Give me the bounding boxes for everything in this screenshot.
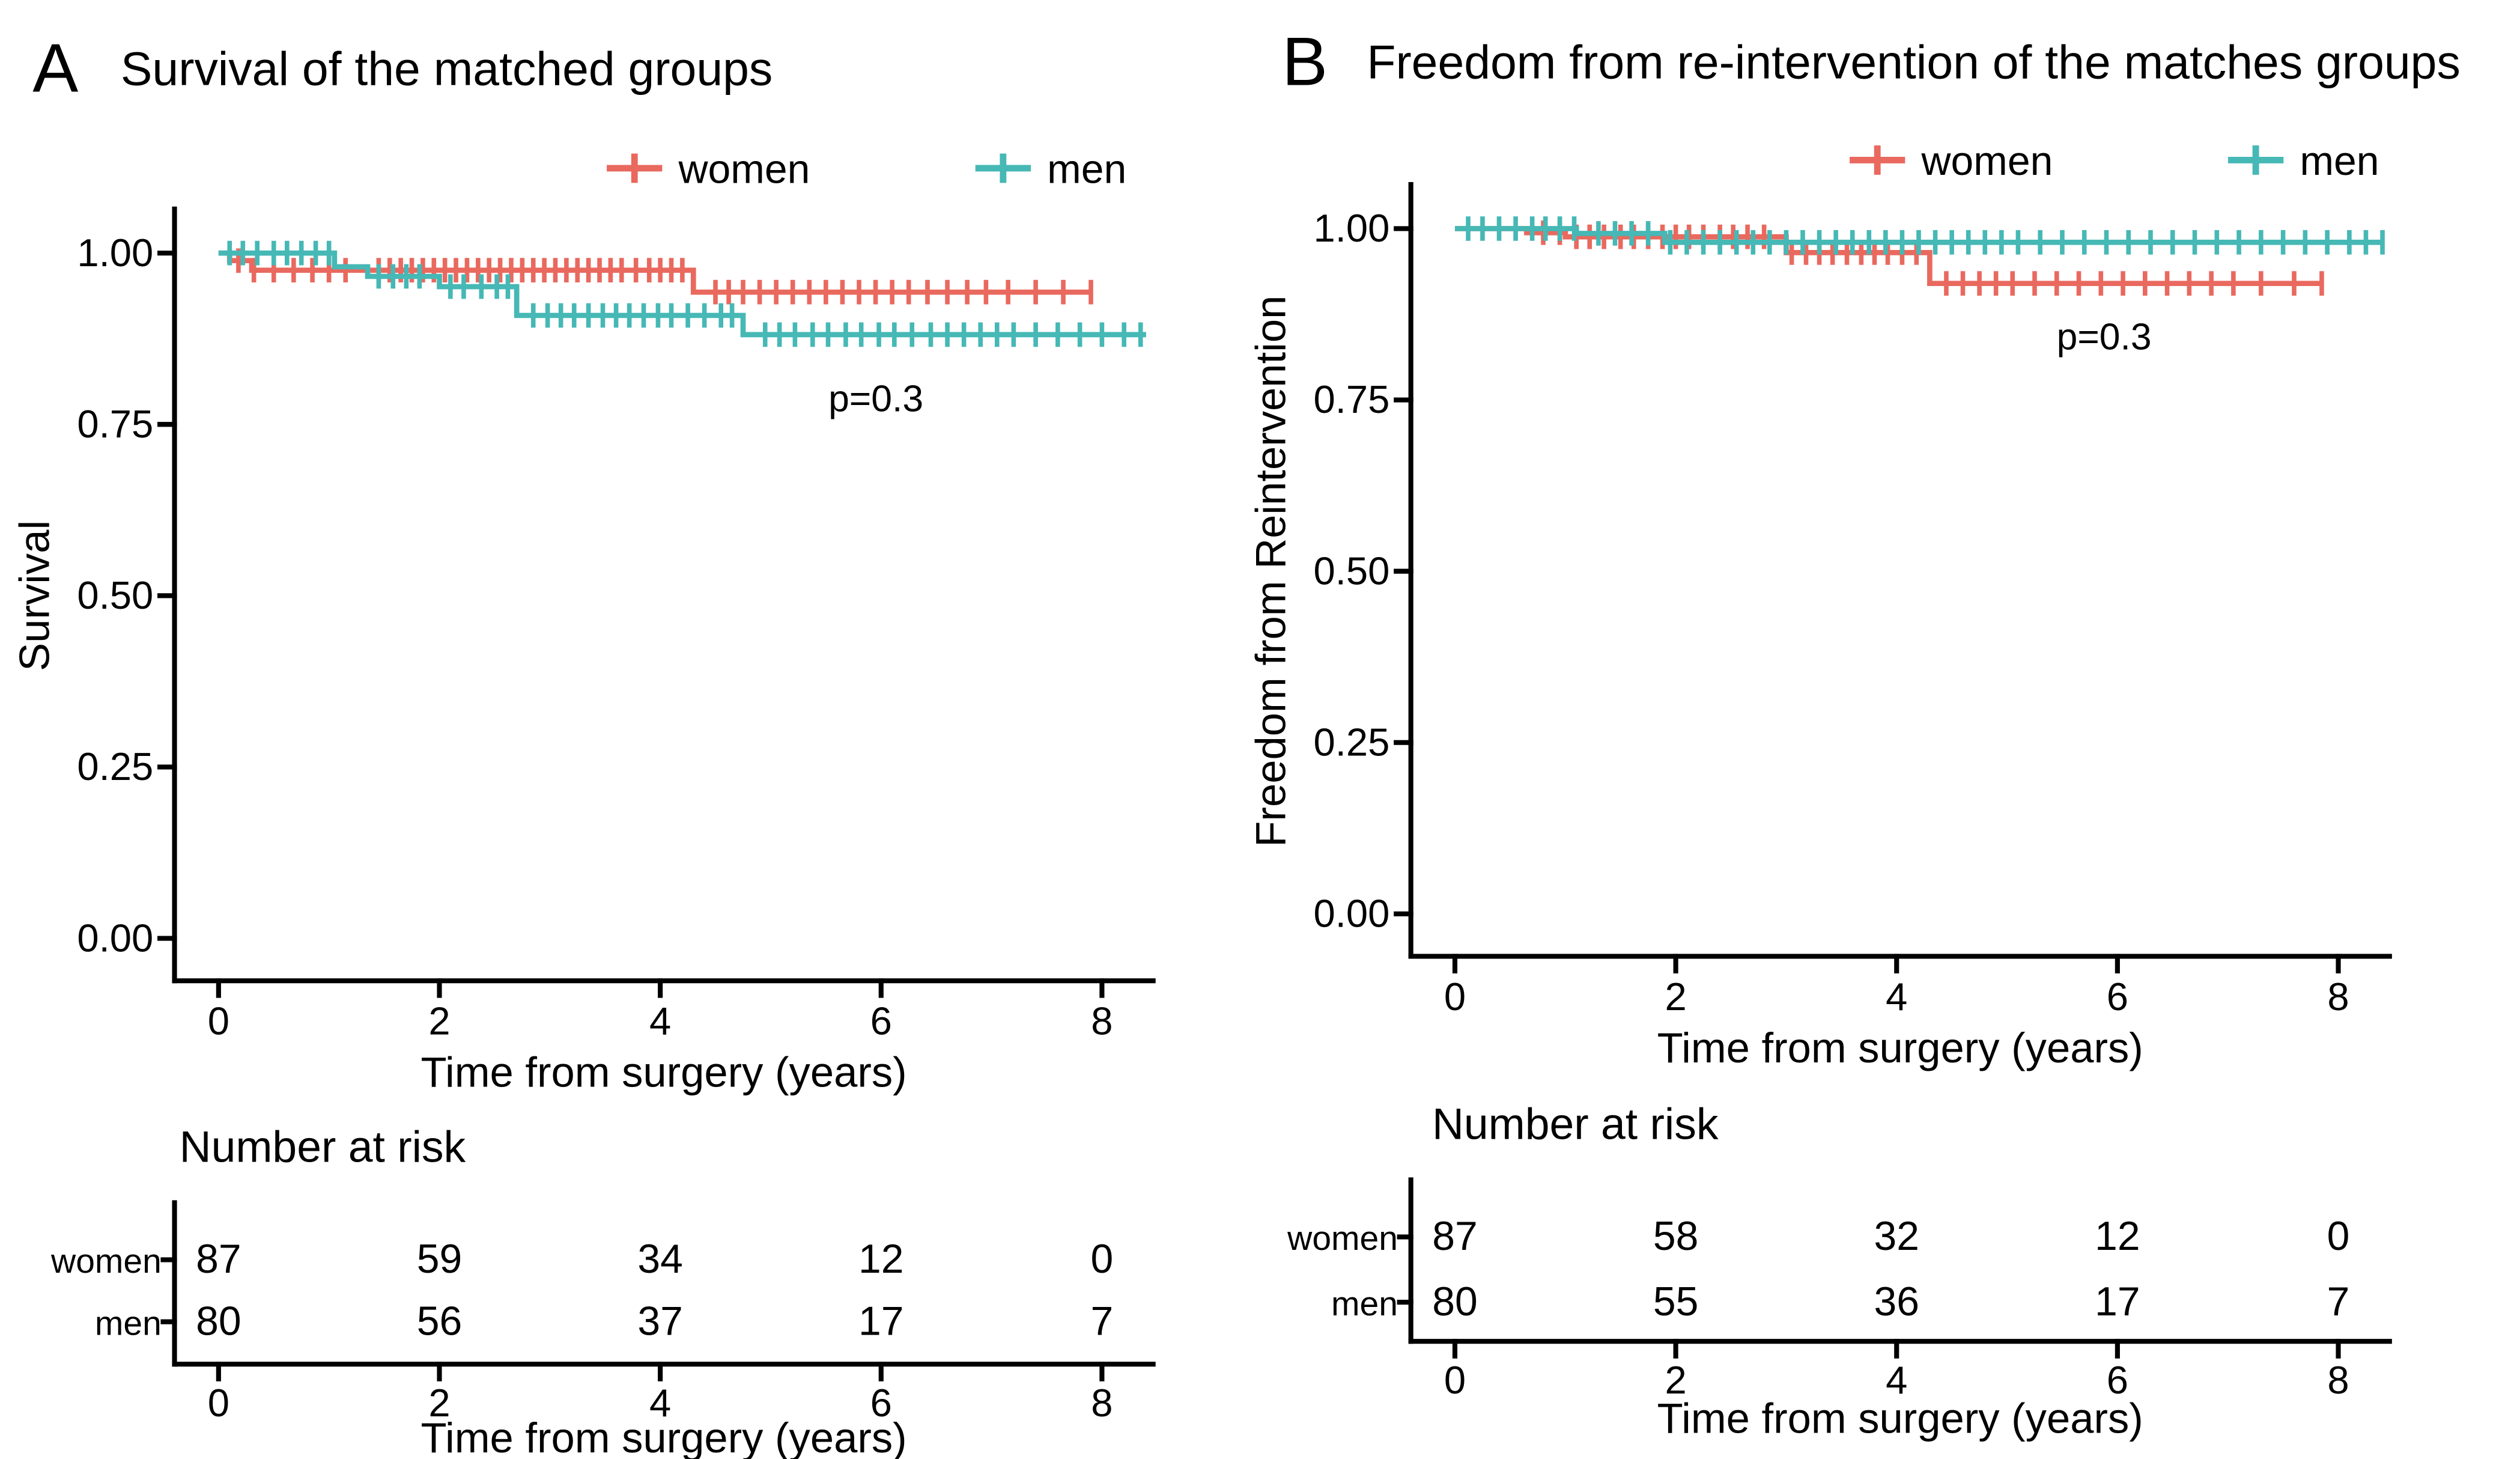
legend-entry-men: men (975, 147, 1126, 192)
x-axis-title: Time from surgery (years) (1657, 1024, 2143, 1071)
p-value-annotation: p=0.3 (2057, 315, 2152, 358)
y-tick-label: 0.75 (1314, 377, 1390, 421)
risk-value: 80 (1432, 1279, 1478, 1324)
risk-value: 0 (1091, 1237, 1114, 1282)
risk-x-tick-label: 6 (2107, 1358, 2128, 1402)
risk-x-tick-label: 8 (2327, 1358, 2349, 1402)
x-tick-label: 2 (428, 999, 450, 1043)
risk-x-tick-label: 6 (870, 1381, 892, 1425)
panel-survival: A Survival of the matched groups women m… (10, 30, 1156, 1459)
risk-x-tick-label: 0 (208, 1381, 229, 1425)
x-ticks: 0 2 4 6 8 (1444, 954, 2349, 1019)
panel-reintervention: B Freedom from re-intervention of the ma… (1247, 23, 2461, 1442)
legend-entry-men: men (2227, 139, 2379, 184)
y-tick-label: 0.25 (77, 745, 153, 788)
legend: women men (607, 147, 1126, 192)
panel-b-label: B (1282, 23, 1328, 100)
risk-value: 87 (1432, 1214, 1478, 1259)
y-ticks: 1.00 0.75 0.50 0.25 0.00 (77, 231, 177, 960)
y-tick-label: 0.00 (1314, 892, 1390, 936)
risk-x-tick-label: 8 (1091, 1381, 1113, 1425)
risk-value: 7 (1091, 1299, 1114, 1344)
x-tick-label: 0 (208, 999, 229, 1043)
risk-value: 17 (858, 1299, 904, 1344)
x-tick-label: 6 (2107, 975, 2128, 1019)
risk-value: 7 (2327, 1279, 2350, 1324)
y-tick-label: 1.00 (77, 231, 153, 275)
legend-entry-women: women (1850, 139, 2053, 184)
risk-x-axis-title: Time from surgery (years) (421, 1414, 907, 1459)
y-tick-label: 0.75 (77, 402, 153, 446)
risk-x-tick-label: 2 (1665, 1358, 1686, 1402)
legend-label-women: women (678, 147, 810, 192)
x-tick-label: 4 (1886, 975, 1907, 1019)
risk-x-axis-title: Time from surgery (years) (1657, 1394, 2143, 1442)
x-tick-label: 8 (2327, 975, 2349, 1019)
risk-x-tick-label: 4 (649, 1381, 671, 1425)
y-ticks: 1.00 0.75 0.50 0.25 0.00 (1314, 206, 1413, 936)
x-tick-label: 0 (1444, 975, 1466, 1019)
legend-label-men: men (1047, 147, 1126, 192)
risk-value: 55 (1653, 1279, 1698, 1324)
p-value-annotation: p=0.3 (828, 378, 923, 420)
legend-label-men: men (2300, 139, 2379, 184)
risk-row-label: women (1287, 1219, 1398, 1258)
panel-b-title: Freedom from re-intervention of the matc… (1367, 36, 2460, 89)
legend-label-women: women (1921, 139, 2053, 184)
km-curves (1454, 216, 2385, 296)
risk-values: women 87 59 34 12 0 men 80 56 37 17 7 0 2 4 6 8 (50, 1237, 1113, 1425)
risk-row-label: women (50, 1242, 162, 1281)
risk-value: 12 (858, 1237, 904, 1282)
risk-values: women 87 58 32 12 0 men 80 55 36 17 7 0 2 4 6 8 (1287, 1214, 2349, 1402)
y-tick-label: 0.50 (1314, 549, 1390, 592)
x-tick-label: 6 (870, 999, 892, 1043)
y-axis-title: Survival (10, 520, 58, 671)
risk-value: 17 (2095, 1279, 2140, 1324)
risk-value: 36 (1874, 1279, 1919, 1324)
x-tick-label: 4 (649, 999, 671, 1043)
x-ticks: 0 2 4 6 8 (208, 978, 1113, 1043)
risk-x-tick-label: 0 (1444, 1358, 1466, 1402)
x-tick-label: 8 (1091, 999, 1113, 1043)
y-tick-label: 0.00 (77, 916, 153, 960)
y-tick-label: 1.00 (1314, 206, 1390, 250)
legend-entry-women: women (607, 147, 810, 192)
y-tick-label: 0.50 (77, 573, 153, 617)
risk-x-tick-label: 4 (1886, 1358, 1907, 1402)
panel-a-label: A (32, 30, 78, 106)
x-axis-title: Time from surgery (years) (421, 1049, 907, 1096)
risk-value: 56 (417, 1299, 463, 1344)
risk-table-title: Number at risk (180, 1122, 466, 1172)
risk-value: 37 (637, 1299, 683, 1344)
risk-value: 59 (417, 1237, 463, 1282)
legend: women men (1850, 139, 2379, 184)
km-curves (218, 240, 1146, 347)
risk-value: 12 (2095, 1214, 2140, 1259)
y-tick-label: 0.25 (1314, 720, 1390, 764)
km-curve-women (218, 250, 1091, 295)
risk-table-title: Number at risk (1432, 1100, 1719, 1149)
y-axis-title: Freedom from Reintervention (1247, 296, 1295, 847)
risk-value: 80 (196, 1299, 241, 1344)
x-tick-label: 2 (1665, 975, 1686, 1019)
risk-value: 87 (196, 1237, 241, 1282)
risk-row-label: men (95, 1304, 162, 1342)
risk-value: 32 (1874, 1214, 1919, 1259)
risk-value: 0 (2327, 1214, 2350, 1259)
risk-value: 58 (1653, 1214, 1698, 1259)
panel-a-title: Survival of the matched groups (121, 42, 773, 95)
risk-row-label: men (1331, 1285, 1398, 1323)
risk-value: 34 (637, 1237, 683, 1282)
km-curve-men (218, 250, 1146, 338)
risk-x-tick-label: 2 (428, 1381, 450, 1425)
